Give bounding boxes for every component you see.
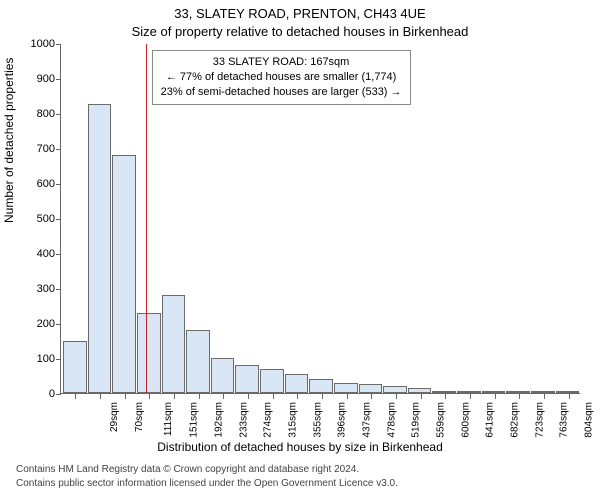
- x-tick-label: 151sqm: [189, 402, 200, 438]
- histogram-bar: [334, 383, 358, 394]
- y-tick-label: 200: [21, 318, 55, 330]
- histogram-bar: [457, 391, 481, 393]
- y-tick-label: 400: [21, 248, 55, 260]
- x-tick-mark: [371, 393, 372, 399]
- x-tick-mark: [75, 393, 76, 399]
- histogram-bar: [137, 313, 161, 394]
- x-tick-label: 682sqm: [510, 402, 521, 438]
- x-tick-mark: [322, 393, 323, 399]
- y-tick-mark: [56, 324, 61, 325]
- y-tick-mark: [56, 184, 61, 185]
- x-tick-label: 641sqm: [485, 402, 496, 438]
- histogram-bar: [112, 155, 136, 393]
- y-tick-label: 300: [21, 283, 55, 295]
- x-axis-label: Distribution of detached houses by size …: [0, 440, 600, 454]
- x-tick-mark: [421, 393, 422, 399]
- histogram-bar: [506, 391, 530, 393]
- y-tick-label: 100: [21, 353, 55, 365]
- histogram-bar: [408, 388, 432, 393]
- histogram-bar: [211, 358, 235, 393]
- x-tick-mark: [396, 393, 397, 399]
- footer-line2: Contains public sector information licen…: [16, 478, 398, 489]
- y-tick-mark: [56, 79, 61, 80]
- y-tick-label: 1000: [21, 38, 55, 50]
- histogram-bar: [260, 369, 284, 394]
- histogram-bar: [186, 330, 210, 393]
- y-tick-mark: [56, 394, 61, 395]
- y-tick-label: 800: [21, 108, 55, 120]
- chart-container: 33, SLATEY ROAD, PRENTON, CH43 4UE Size …: [0, 0, 600, 500]
- x-tick-label: 559sqm: [436, 402, 447, 438]
- x-tick-mark: [100, 393, 101, 399]
- x-tick-label: 804sqm: [584, 402, 595, 438]
- y-tick-mark: [56, 289, 61, 290]
- y-tick-mark: [56, 149, 61, 150]
- y-tick-mark: [56, 114, 61, 115]
- histogram-bar: [285, 374, 309, 393]
- x-tick-label: 437sqm: [362, 402, 373, 438]
- x-tick-mark: [174, 393, 175, 399]
- y-tick-label: 600: [21, 178, 55, 190]
- y-tick-label: 700: [21, 143, 55, 155]
- histogram-bar: [309, 379, 333, 393]
- x-tick-mark: [445, 393, 446, 399]
- y-tick-label: 500: [21, 213, 55, 225]
- annotation-box: 33 SLATEY ROAD: 167sqm← 77% of detached …: [152, 50, 411, 105]
- x-tick-label: 29sqm: [109, 402, 120, 432]
- x-tick-mark: [125, 393, 126, 399]
- x-tick-mark: [470, 393, 471, 399]
- y-tick-label: 900: [21, 73, 55, 85]
- x-tick-label: 519sqm: [411, 402, 422, 438]
- reference-line: [146, 44, 147, 393]
- histogram-bar: [432, 391, 456, 393]
- x-tick-label: 396sqm: [337, 402, 348, 438]
- histogram-bar: [235, 365, 259, 393]
- x-tick-label: 723sqm: [534, 402, 545, 438]
- histogram-bar: [383, 386, 407, 393]
- x-tick-mark: [297, 393, 298, 399]
- x-tick-label: 763sqm: [559, 402, 570, 438]
- histogram-bar: [482, 391, 506, 393]
- x-tick-label: 355sqm: [312, 402, 323, 438]
- x-tick-mark: [273, 393, 274, 399]
- x-tick-mark: [569, 393, 570, 399]
- histogram-bar: [359, 384, 383, 393]
- x-tick-mark: [149, 393, 150, 399]
- x-tick-mark: [519, 393, 520, 399]
- x-tick-label: 478sqm: [386, 402, 397, 438]
- histogram-bar: [63, 341, 87, 394]
- y-tick-mark: [56, 254, 61, 255]
- page-title-line1: 33, SLATEY ROAD, PRENTON, CH43 4UE: [0, 6, 600, 21]
- plot-area: 0100200300400500600700800900100029sqm70s…: [60, 44, 580, 394]
- histogram-bar: [556, 391, 580, 393]
- y-tick-label: 0: [21, 388, 55, 400]
- x-tick-label: 315sqm: [288, 402, 299, 438]
- x-tick-mark: [347, 393, 348, 399]
- y-tick-mark: [56, 219, 61, 220]
- x-tick-mark: [544, 393, 545, 399]
- page-title-line2: Size of property relative to detached ho…: [0, 24, 600, 39]
- x-tick-label: 111sqm: [163, 402, 174, 436]
- x-tick-mark: [199, 393, 200, 399]
- x-tick-label: 600sqm: [460, 402, 471, 438]
- x-tick-label: 274sqm: [263, 402, 274, 438]
- annotation-line3: 23% of semi-detached houses are larger (…: [161, 85, 402, 100]
- x-tick-label: 233sqm: [238, 402, 249, 438]
- x-tick-mark: [223, 393, 224, 399]
- y-tick-mark: [56, 359, 61, 360]
- footer-line1: Contains HM Land Registry data © Crown c…: [16, 464, 359, 475]
- y-tick-mark: [56, 44, 61, 45]
- x-tick-label: 192sqm: [214, 402, 225, 438]
- histogram-bar: [162, 295, 186, 393]
- x-tick-mark: [248, 393, 249, 399]
- y-axis-label: Number of detached properties: [2, 58, 16, 223]
- histogram-bar: [531, 391, 555, 393]
- annotation-line2: ← 77% of detached houses are smaller (1,…: [161, 70, 402, 85]
- x-tick-mark: [495, 393, 496, 399]
- annotation-line1: 33 SLATEY ROAD: 167sqm: [161, 55, 402, 70]
- x-tick-label: 70sqm: [134, 402, 145, 432]
- histogram-bar: [88, 104, 112, 393]
